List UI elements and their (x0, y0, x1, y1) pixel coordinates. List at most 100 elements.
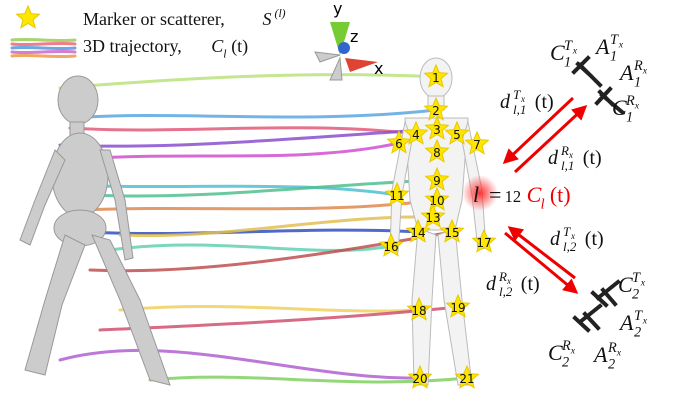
marker-number: 6 (395, 137, 403, 151)
marker-number: 15 (444, 226, 459, 240)
argument: (t) (550, 182, 571, 207)
subscript: 1 (564, 55, 571, 71)
superscript: R (560, 143, 569, 158)
label-text: 3D trajectory, (83, 36, 182, 56)
axis-label: y (333, 0, 342, 18)
label-text: Marker or scatterer, (83, 9, 225, 29)
marker-number: 3 (433, 123, 441, 137)
superscript-subscript: x (642, 65, 648, 76)
symbol: S (263, 9, 272, 29)
superscript: R (607, 340, 617, 356)
symbol: C (618, 272, 633, 297)
marker-number: 1 (432, 71, 440, 85)
marker-number: 2 (432, 104, 440, 118)
argument: (t) (535, 91, 554, 113)
math-label: CRx1 (612, 93, 640, 126)
subscript: l (541, 197, 545, 213)
subscript: 1 (626, 110, 633, 126)
axis-label: x (374, 59, 383, 78)
subscript: l,2 (499, 284, 513, 299)
axis-label: z (350, 27, 358, 46)
symbol: A (592, 342, 608, 367)
subscript: l,2 (563, 239, 577, 254)
marker-number: 9 (433, 174, 441, 188)
marker-number: 20 (412, 372, 427, 386)
symbol: C (527, 182, 542, 207)
marker-number: 19 (450, 301, 465, 315)
marker-number: 7 (473, 138, 481, 152)
axis-glyph (315, 22, 378, 80)
subscript: 2 (562, 355, 569, 371)
marker-number: 16 (383, 240, 398, 254)
superscript: R (633, 58, 643, 74)
symbol: A (594, 34, 610, 59)
subscript: 1 (634, 75, 641, 91)
subscript: 2 (634, 325, 641, 341)
symbol: d (500, 91, 511, 113)
marker-number: 8 (433, 146, 441, 160)
superscript: T (564, 38, 573, 54)
marker-number: 11 (389, 189, 404, 203)
subscript: 2 (632, 287, 639, 303)
superscript-subscript: x (640, 277, 646, 288)
superscript: T (634, 308, 643, 324)
argument: (t) (231, 36, 248, 57)
marker-number: 18 (411, 304, 426, 318)
marker-number: 10 (429, 194, 444, 208)
marker-number: 13 (425, 211, 440, 225)
superscript-subscript: x (642, 315, 648, 326)
superscript: R (561, 338, 571, 354)
walking-figure (20, 76, 170, 385)
symbol: d (486, 273, 497, 295)
equals: = (489, 182, 501, 207)
legend-swatch (12, 39, 75, 56)
symbol: d (548, 147, 559, 169)
math-label: ARx1 (618, 58, 648, 91)
argument: (t) (585, 228, 604, 250)
superscript: T (513, 87, 521, 102)
marker-number: 5 (453, 128, 461, 142)
symbol: C (612, 95, 627, 120)
symbol: A (618, 60, 634, 85)
symbol: l (473, 182, 479, 207)
subscript: l,1 (513, 102, 526, 117)
subscript: 2 (608, 357, 615, 373)
math-label: dTxl,2(t) (550, 224, 604, 254)
symbol: A (618, 310, 634, 335)
superscript: R (498, 269, 507, 284)
superscript: R (625, 93, 635, 109)
subscript: l (223, 47, 226, 60)
superscript-subscript: x (570, 345, 576, 356)
superscript: T (563, 224, 571, 239)
superscript: (l) (275, 7, 286, 20)
marker-number: 12 (505, 187, 521, 206)
marker-number: 17 (476, 236, 491, 250)
superscript-subscript: x (618, 39, 624, 50)
subscript: l,1 (561, 158, 574, 173)
superscript-subscript: x (634, 100, 640, 111)
marker-number: 14 (410, 226, 425, 240)
superscript: T (610, 32, 619, 48)
argument: (t) (583, 147, 602, 169)
marker-number: 4 (412, 128, 420, 142)
subscript: 1 (610, 49, 617, 65)
legend-star (17, 6, 40, 28)
superscript-subscript: x (616, 347, 622, 358)
argument: (t) (521, 273, 540, 295)
symbol: C (550, 40, 565, 65)
symbol: C (548, 340, 563, 365)
superscript: T (632, 270, 641, 286)
math-label: Marker or scatterer, S(l) (83, 7, 286, 29)
marker-number: 21 (459, 372, 474, 386)
diagram: Marker or scatterer, S(l)3D trajectory, … (0, 0, 673, 403)
superscript-subscript: x (572, 45, 578, 56)
